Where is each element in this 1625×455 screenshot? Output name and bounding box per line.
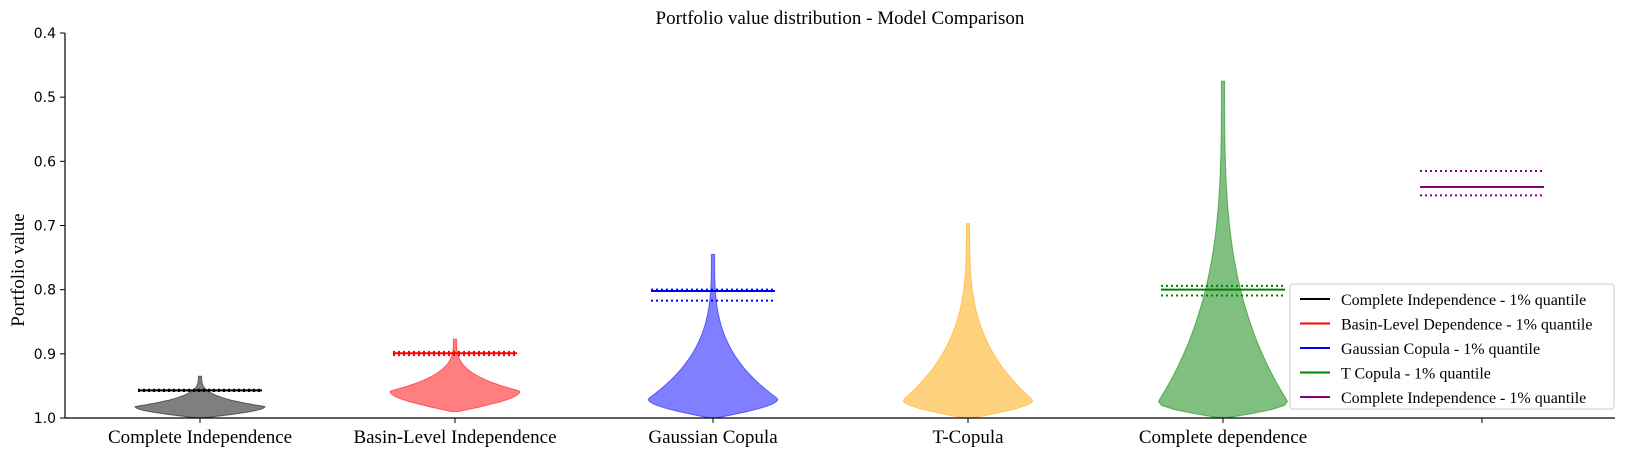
y-tick-label: 0.8 — [34, 283, 56, 299]
legend: Complete Independence - 1% quantile Basin… — [1289, 283, 1615, 410]
violin-complete-dependence — [1157, 80, 1289, 419]
y-tick-label: 0.4 — [34, 26, 56, 42]
x-tick-label: Basin-Level Independence — [353, 427, 556, 448]
legend-label: T Copula - 1% quantile — [1341, 366, 1491, 383]
axes: 0.4 0.5 0.6 0.7 0.8 0.9 1.0 Complete Independen… — [34, 26, 1615, 448]
violins-layer — [134, 80, 1289, 419]
y-tick-label: 0.6 — [34, 154, 56, 170]
y-tick-label: 0.9 — [34, 347, 56, 363]
y-tick-label: 1.0 — [34, 411, 56, 427]
legend-label: Gaussian Copula - 1% quantile — [1341, 341, 1540, 358]
x-tick-label: T-Copula — [932, 427, 1004, 448]
x-tick-label: Complete Independence — [108, 427, 292, 448]
x-tick-label: Gaussian Copula — [648, 427, 778, 448]
quantile-lines-layer — [138, 169, 1544, 393]
x-tick-label: Complete dependence — [1139, 427, 1307, 448]
legend-label: Basin-Level Dependence - 1% quantile — [1341, 317, 1592, 334]
violin-basin-level-independence — [389, 338, 521, 413]
y-tick-label: 0.5 — [34, 90, 56, 106]
violin-gaussian-copula — [647, 253, 779, 419]
chart-title: Portfolio value distribution - Model Com… — [656, 8, 1025, 29]
legend-label: Complete Independence - 1% quantile — [1341, 292, 1586, 309]
legend-box — [1289, 283, 1615, 410]
legend-label: Complete Independence - 1% quantile — [1341, 390, 1586, 407]
y-axis-label: Portfolio value — [8, 213, 29, 326]
violin-t-copula — [902, 223, 1034, 419]
violin-complete-independence — [134, 375, 266, 419]
y-tick-label: 0.7 — [34, 219, 56, 235]
